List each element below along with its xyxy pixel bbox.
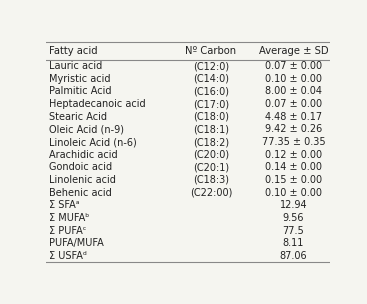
Text: Fatty acid: Fatty acid <box>49 46 97 56</box>
Text: Average ± SD: Average ± SD <box>258 46 328 56</box>
Text: Myristic acid: Myristic acid <box>49 74 110 84</box>
Text: 4.48 ± 0.17: 4.48 ± 0.17 <box>265 112 322 122</box>
Text: (C17:0): (C17:0) <box>193 99 229 109</box>
Text: 8.11: 8.11 <box>283 238 304 248</box>
Text: (C18:2): (C18:2) <box>193 137 229 147</box>
Text: 0.07 ± 0.00: 0.07 ± 0.00 <box>265 99 322 109</box>
Text: 0.10 ± 0.00: 0.10 ± 0.00 <box>265 188 322 198</box>
Text: Behenic acid: Behenic acid <box>49 188 112 198</box>
Text: Stearic Acid: Stearic Acid <box>49 112 107 122</box>
Text: 0.07 ± 0.00: 0.07 ± 0.00 <box>265 61 322 71</box>
Text: (C14:0): (C14:0) <box>193 74 229 84</box>
Text: 0.12 ± 0.00: 0.12 ± 0.00 <box>265 150 322 160</box>
Text: Lauric acid: Lauric acid <box>49 61 102 71</box>
Text: Oleic Acid (n-9): Oleic Acid (n-9) <box>49 124 124 134</box>
Text: Σ MUFAᵇ: Σ MUFAᵇ <box>49 213 89 223</box>
Text: Linolenic acid: Linolenic acid <box>49 175 116 185</box>
Text: 9.56: 9.56 <box>283 213 304 223</box>
Text: 9.42 ± 0.26: 9.42 ± 0.26 <box>265 124 322 134</box>
Text: 87.06: 87.06 <box>280 251 307 261</box>
Text: Σ SFAᵃ: Σ SFAᵃ <box>49 200 79 210</box>
Text: 0.14 ± 0.00: 0.14 ± 0.00 <box>265 162 322 172</box>
Text: Palmitic Acid: Palmitic Acid <box>49 87 111 96</box>
Text: (C18:3): (C18:3) <box>193 175 229 185</box>
Text: (C18:1): (C18:1) <box>193 124 229 134</box>
Text: 0.10 ± 0.00: 0.10 ± 0.00 <box>265 74 322 84</box>
Text: Arachidic acid: Arachidic acid <box>49 150 117 160</box>
Text: Heptadecanoic acid: Heptadecanoic acid <box>49 99 145 109</box>
Text: 0.15 ± 0.00: 0.15 ± 0.00 <box>265 175 322 185</box>
Text: (C12:0): (C12:0) <box>193 61 229 71</box>
Text: Σ PUFAᶜ: Σ PUFAᶜ <box>49 226 86 236</box>
Text: (C22:00): (C22:00) <box>190 188 232 198</box>
Text: (C20:1): (C20:1) <box>193 162 229 172</box>
Text: Gondoic acid: Gondoic acid <box>49 162 112 172</box>
Text: Linoleic Acid (n-6): Linoleic Acid (n-6) <box>49 137 137 147</box>
Text: Σ USFAᵈ: Σ USFAᵈ <box>49 251 87 261</box>
Text: (C18:0): (C18:0) <box>193 112 229 122</box>
Text: 77.5: 77.5 <box>283 226 304 236</box>
Text: PUFA/MUFA: PUFA/MUFA <box>49 238 103 248</box>
Text: (C16:0): (C16:0) <box>193 87 229 96</box>
Text: Nº Carbon: Nº Carbon <box>185 46 236 56</box>
Text: (C20:0): (C20:0) <box>193 150 229 160</box>
Text: 12.94: 12.94 <box>280 200 307 210</box>
Text: 8.00 ± 0.04: 8.00 ± 0.04 <box>265 87 322 96</box>
Text: 77.35 ± 0.35: 77.35 ± 0.35 <box>262 137 325 147</box>
